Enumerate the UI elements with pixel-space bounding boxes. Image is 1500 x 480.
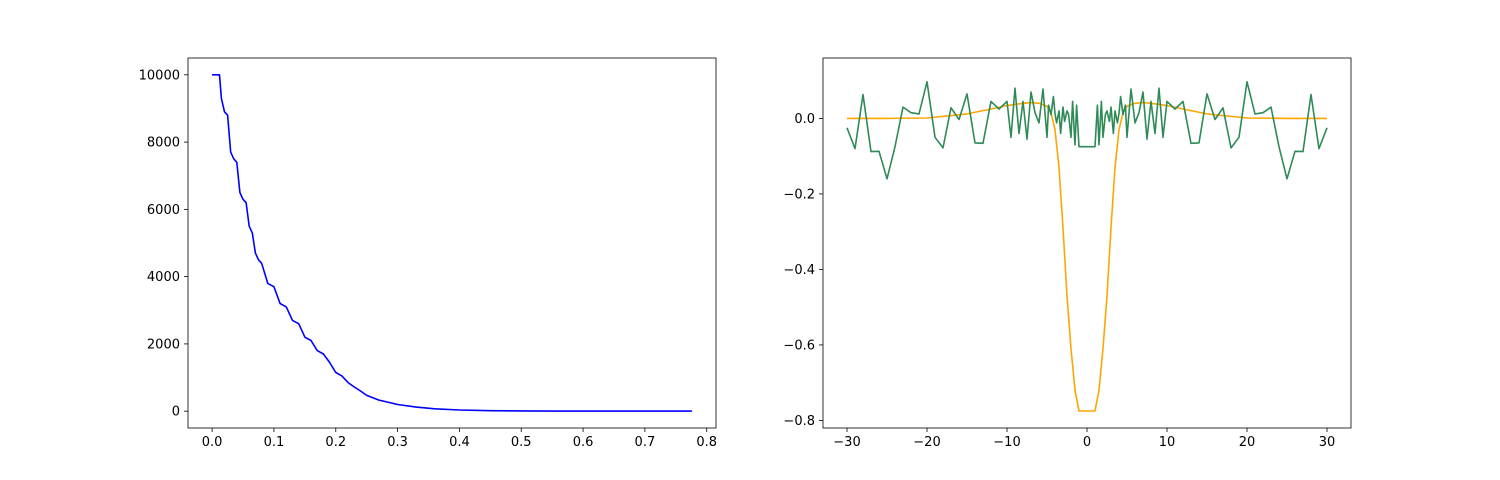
axes-frame [187, 57, 717, 429]
x-tick-label: −10 [993, 435, 1020, 450]
y-tick-label: 2000 [147, 337, 180, 352]
x-tick-label: 10 [1159, 435, 1176, 450]
x-tick-label: 0.6 [573, 435, 594, 450]
x-tick-label: 0 [1083, 435, 1091, 450]
series-line-1-0 [847, 101, 1327, 412]
y-tick-label: 0 [172, 405, 180, 420]
y-tick-label: 4000 [147, 270, 180, 285]
y-tick-label: −0.6 [783, 338, 815, 353]
y-tick-label: 0.0 [794, 112, 815, 127]
x-tick-label: 20 [1239, 435, 1256, 450]
x-tick-label: 30 [1319, 435, 1336, 450]
left-chart: 0.0 0.1 0.2 0.3 0.4 0.5 0.6 0.7 0.8 0 2000 4000 6000… [139, 57, 717, 450]
x-tick-label: 0.2 [325, 435, 346, 450]
y-tick-label: 8000 [147, 136, 180, 151]
x-tick-label: 0.7 [635, 435, 656, 450]
x-tick-label: −30 [833, 435, 860, 450]
y-tick-label: 6000 [147, 203, 180, 218]
x-tick-label: −20 [913, 435, 940, 450]
y-tick-label: −0.2 [783, 187, 815, 202]
right-chart: −30 −20 −10 0 10 20 30 −0.8 −0.6 −0.4 −0.2 0.0 [783, 57, 1352, 450]
x-tick-label: 0.4 [449, 435, 470, 450]
x-tick-label: 0.3 [387, 435, 408, 450]
x-tick-label: 0.8 [696, 435, 717, 450]
x-tick-label: 0.0 [202, 435, 223, 450]
series-line-1-1 [846, 81, 1328, 180]
y-tick-label: 10000 [139, 68, 180, 83]
y-tick-label: −0.8 [783, 414, 815, 429]
series-line-0-0 [212, 74, 692, 412]
x-tick-label: 0.1 [264, 435, 285, 450]
y-tick-label: −0.4 [783, 263, 815, 278]
x-tick-label: 0.5 [511, 435, 532, 450]
